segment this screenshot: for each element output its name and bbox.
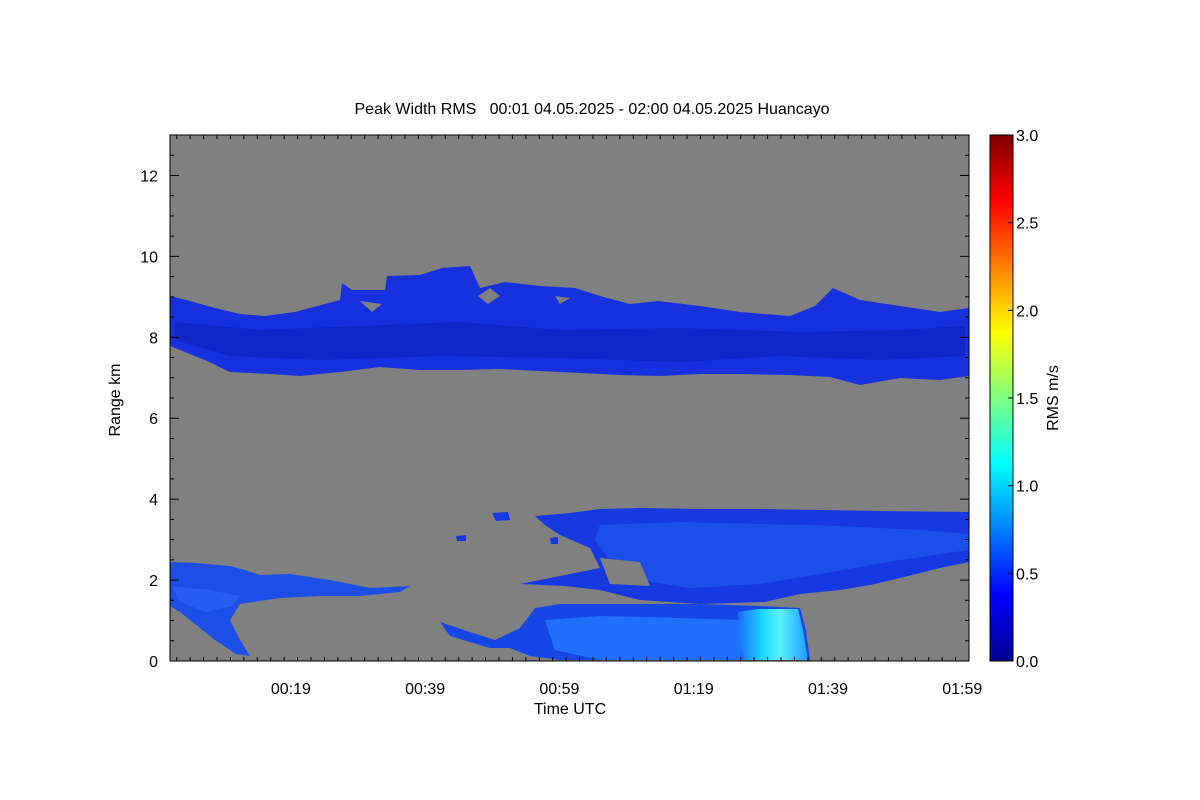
- x-tick-label: 00:39: [405, 681, 445, 698]
- y-tick-label: 8: [149, 330, 158, 347]
- y-axis-ticks: [170, 134, 969, 662]
- x-tick-label: 00:59: [539, 681, 579, 698]
- x-axis-ticks: [176, 135, 970, 661]
- colorbar-tick-label: 0.0: [1016, 654, 1038, 671]
- chart-title: Peak Width RMS 00:01 04.05.2025 - 02:00 …: [355, 101, 830, 118]
- y-tick-label: 0: [149, 654, 158, 671]
- colorbar-tick-label: 3.0: [1016, 128, 1038, 145]
- x-tick-label: 01:19: [674, 681, 714, 698]
- y-axis-label: Range km: [107, 364, 124, 437]
- y-tick-label: 4: [149, 492, 158, 509]
- cloud-fragment-a: [492, 512, 510, 521]
- y-tick-label: 12: [140, 168, 158, 185]
- x-tick-label: 00:19: [271, 681, 311, 698]
- y-axis-tick-labels: 0 2 4 6 8 10 12: [140, 168, 158, 671]
- y-tick-label: 2: [149, 573, 158, 590]
- x-tick-label: 01:39: [808, 681, 848, 698]
- upper-cloud-core: [175, 322, 965, 362]
- high-rms-column: [738, 609, 808, 660]
- early-low-patch: [170, 562, 410, 656]
- echo-regions: [170, 266, 969, 660]
- lower-cloud-gap: [600, 558, 650, 586]
- colorbar-tick-label: 0.5: [1016, 566, 1038, 583]
- x-tick-label: 01:59: [942, 681, 982, 698]
- x-axis-tick-labels: 00:19 00:39 00:59 01:19 01:39 01:59: [271, 681, 983, 698]
- colorbar-tick-label: 2.5: [1016, 216, 1038, 233]
- colorbar-label: RMS m/s: [1045, 365, 1062, 431]
- y-tick-label: 6: [149, 411, 158, 428]
- early-low-core: [172, 586, 240, 612]
- x-axis-label: Time UTC: [534, 701, 606, 718]
- y-tick-label: 10: [140, 249, 158, 266]
- cloud-fragment-b: [456, 535, 466, 541]
- colorbar-tick-label: 2.0: [1016, 303, 1038, 320]
- colorbar-tick-label: 1.0: [1016, 479, 1038, 496]
- lower-cloud-core: [595, 522, 969, 588]
- near-surface-core: [545, 616, 745, 660]
- cloud-fragment-c: [550, 537, 558, 544]
- colorbar-tick-labels: 0.0 0.5 1.0 1.5 2.0 2.5 3.0: [1008, 128, 1038, 671]
- colorbar-tick-label: 1.5: [1016, 391, 1038, 408]
